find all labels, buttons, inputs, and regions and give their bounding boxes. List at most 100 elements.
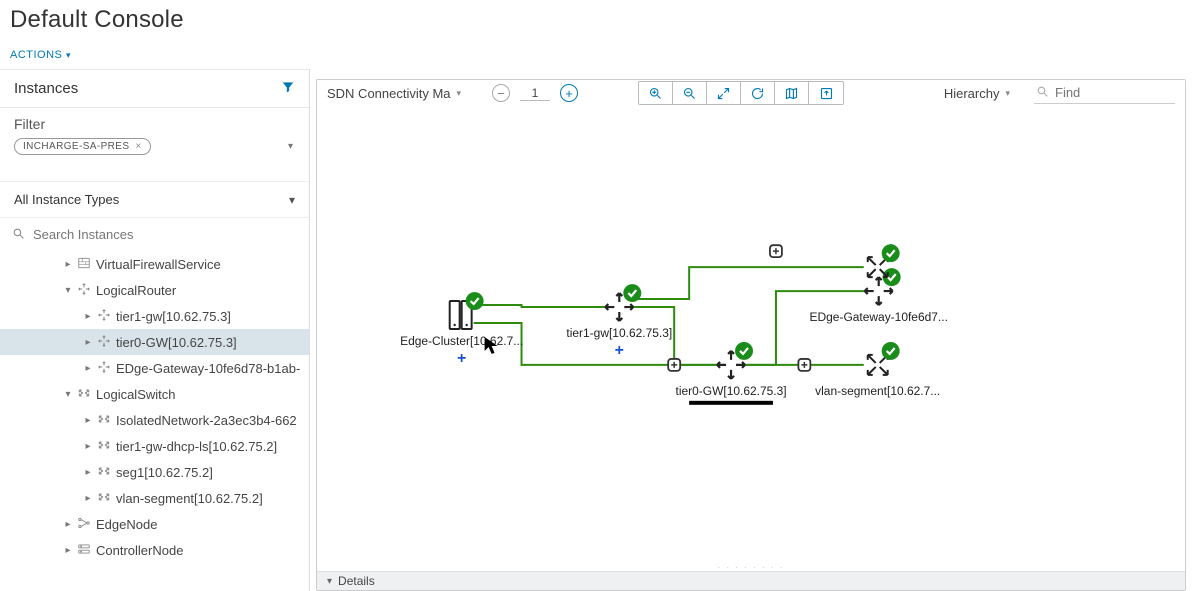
refresh-button[interactable] [741, 82, 775, 104]
zoom-in-button[interactable] [639, 82, 673, 104]
topology-edge [743, 291, 865, 365]
tree-row[interactable]: ▸ ControllerNode [0, 537, 309, 563]
caret-icon[interactable]: ▸ [62, 545, 74, 556]
status-ok-icon [735, 342, 753, 360]
tree-row-label: EDge-Gateway-10fe6d78-b1ab- [116, 361, 300, 376]
chevron-down-icon: ▾ [457, 88, 462, 99]
topology-node[interactable]: tier0-GW[10.62.75.3] [675, 342, 786, 405]
topology-node-label: vlan-segment[10.62.7... [815, 384, 940, 398]
toolbar-icon-strip [638, 81, 844, 105]
chevron-down-icon: ▾ [327, 576, 332, 587]
topology-node-label: tier0-GW[10.62.75.3] [675, 384, 786, 398]
instance-tree: ▸ VirtualFirewallService ▾LogicalRouter ▸ ti… [0, 251, 309, 591]
actions-label: ACTIONS [10, 49, 62, 61]
tree-row[interactable]: ▸ EdgeNode [0, 511, 309, 537]
find-input[interactable] [1053, 84, 1173, 101]
map-type-dropdown[interactable]: SDN Connectivity Ma ▾ [327, 86, 461, 101]
caret-icon[interactable]: ▸ [62, 519, 74, 530]
instance-types-dropdown[interactable]: All Instance Types ▾ [0, 181, 309, 218]
tree-row[interactable]: ▸ tier1-gw-dhcp-ls[10.62.75.2] [0, 433, 309, 459]
page-title: Default Console [10, 6, 1184, 34]
selection-underline [689, 401, 773, 405]
chevron-down-icon[interactable]: ▾ [288, 141, 293, 152]
map-type-label: SDN Connectivity Ma [327, 86, 451, 101]
tree-row[interactable]: ▸ VirtualFirewallService [0, 251, 309, 277]
topology-node[interactable]: vlan-segment[10.62.7... [815, 342, 940, 398]
tree-row-label: ControllerNode [96, 543, 183, 558]
instance-types-label: All Instance Types [14, 192, 119, 207]
tree-row[interactable]: ▸ tier1-gw[10.62.75.3] [0, 303, 309, 329]
caret-icon[interactable]: ▸ [82, 311, 94, 322]
topology-edge [474, 305, 606, 307]
filter-chip[interactable]: INCHARGE-SA-PRES × [14, 138, 151, 155]
resize-grip[interactable]: · · · · · · · · [317, 563, 1185, 571]
export-button[interactable] [809, 82, 843, 104]
tree-row-label: IsolatedNetwork-2a3ec3b4-662 [116, 413, 297, 428]
tree-row-label: tier1-gw-dhcp-ls[10.62.75.2] [116, 439, 277, 454]
topology-node[interactable]: EDge-Gateway-10fe6d7... [810, 268, 948, 324]
topology-canvas: SDN Connectivity Ma ▾ − 1 + Hierarchy ▾ [316, 79, 1186, 591]
caret-icon[interactable]: ▸ [82, 467, 94, 478]
caret-icon[interactable]: ▸ [82, 441, 94, 452]
details-panel-header[interactable]: ▾ Details [317, 571, 1185, 590]
caret-icon[interactable]: ▸ [62, 259, 74, 270]
tree-row[interactable]: ▸ tier0-GW[10.62.75.3] [0, 329, 309, 355]
node-type-icon [96, 464, 112, 481]
expand-button[interactable] [707, 82, 741, 104]
tree-row[interactable]: ▸ vlan-segment[10.62.75.2] [0, 485, 309, 511]
node-type-icon [96, 360, 112, 377]
filter-chip-label: INCHARGE-SA-PRES [23, 141, 129, 152]
status-ok-icon [466, 292, 484, 310]
search-instances-input[interactable] [31, 226, 297, 243]
topology-edge [631, 267, 863, 299]
caret-icon[interactable]: ▾ [62, 285, 74, 296]
tree-row-label: tier0-GW[10.62.75.3] [116, 335, 237, 350]
caret-icon[interactable]: ▸ [82, 337, 94, 348]
topology-node-label: tier1-gw[10.62.75.3] [566, 326, 672, 340]
status-ok-icon [623, 284, 641, 302]
layout-label: Hierarchy [944, 86, 1000, 101]
topology-node[interactable]: Edge-Cluster[10.62.7... + [400, 292, 523, 367]
caret-icon[interactable]: ▸ [82, 363, 94, 374]
caret-icon[interactable]: ▾ [62, 389, 74, 400]
filter-icon[interactable] [281, 80, 295, 97]
filter-heading: Filter [0, 108, 309, 138]
zoom-out-button[interactable] [673, 82, 707, 104]
node-type-icon [76, 542, 92, 559]
expand-icon[interactable]: + [615, 342, 624, 359]
close-icon[interactable]: × [135, 141, 141, 152]
topology-viewport[interactable]: Edge-Cluster[10.62.7...+tier1-gw[10.62.7… [317, 106, 1185, 563]
node-type-icon [76, 256, 92, 273]
node-type-icon [96, 438, 112, 455]
layout-dropdown[interactable]: Hierarchy ▾ [944, 86, 1010, 101]
tree-row[interactable]: ▸ IsolatedNetwork-2a3ec3b4-662 [0, 407, 309, 433]
topology-node-label: Edge-Cluster[10.62.7... [400, 334, 523, 348]
instances-heading: Instances [14, 80, 78, 97]
search-icon [1036, 85, 1049, 101]
tree-row[interactable]: ▸ seg1[10.62.75.2] [0, 459, 309, 485]
actions-dropdown[interactable]: ACTIONS ▾ [10, 49, 71, 61]
find-box [1034, 82, 1175, 104]
topology-node[interactable]: tier1-gw[10.62.75.3] + [566, 284, 672, 359]
expand-icon[interactable]: + [457, 350, 466, 367]
zoom-out-button[interactable]: − [492, 84, 510, 102]
chevron-down-icon: ▾ [289, 193, 295, 207]
tree-row[interactable]: ▾LogicalSwitch [0, 381, 309, 407]
tree-row-label: vlan-segment[10.62.75.2] [116, 491, 263, 506]
tree-row[interactable]: ▾LogicalRouter [0, 277, 309, 303]
caret-icon[interactable]: ▸ [82, 493, 94, 504]
map-button[interactable] [775, 82, 809, 104]
tree-row-label: EdgeNode [96, 517, 157, 532]
caret-icon[interactable]: ▸ [82, 415, 94, 426]
tree-row[interactable]: ▸ EDge-Gateway-10fe6d78-b1ab- [0, 355, 309, 381]
node-type-icon [96, 490, 112, 507]
tree-row-label: tier1-gw[10.62.75.3] [116, 309, 231, 324]
chevron-down-icon: ▾ [1005, 88, 1010, 99]
topology-node-label: EDge-Gateway-10fe6d7... [810, 310, 948, 324]
tree-row-label: seg1[10.62.75.2] [116, 465, 213, 480]
tree-row-label: VirtualFirewallService [96, 257, 221, 272]
node-type-icon [76, 282, 92, 299]
zoom-in-button[interactable]: + [560, 84, 578, 102]
node-type-icon [96, 334, 112, 351]
details-label: Details [338, 574, 375, 588]
